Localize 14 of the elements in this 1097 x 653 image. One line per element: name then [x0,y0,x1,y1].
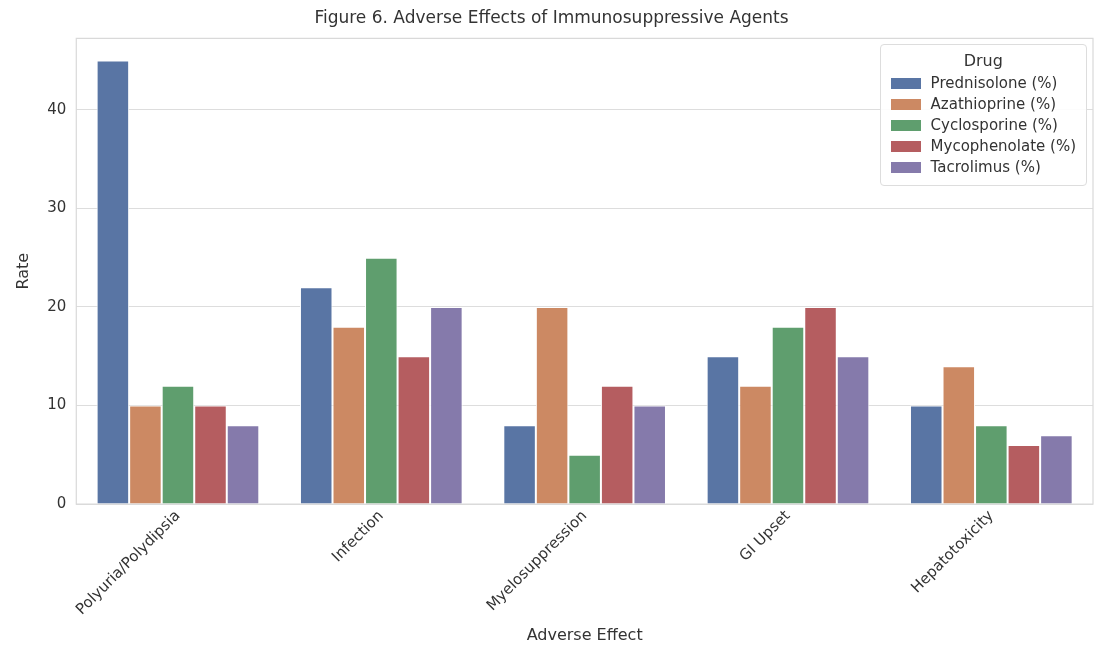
y-tick-label: 10 [47,395,67,414]
y-tick-label: 20 [47,296,67,315]
y-axis-title: Rate [12,252,32,290]
legend-title: Drug [962,51,1004,71]
legend-label: Tacrolimus (%) [930,158,1041,177]
chart-title: Figure 6. Adverse Effects of Immunosuppressive Agents [314,6,789,27]
y-tick-label: 0 [56,494,67,513]
x-axis-title: Adverse Effect [526,624,643,644]
y-tick-label: 30 [47,198,67,217]
legend-label: Prednisolone (%) [930,74,1058,93]
y-tick-label: 40 [47,99,67,118]
legend-label: Cyclosporine (%) [930,116,1058,135]
legend-label: Mycophenolate (%) [930,137,1076,156]
legend-label: Azathioprine (%) [930,95,1056,114]
